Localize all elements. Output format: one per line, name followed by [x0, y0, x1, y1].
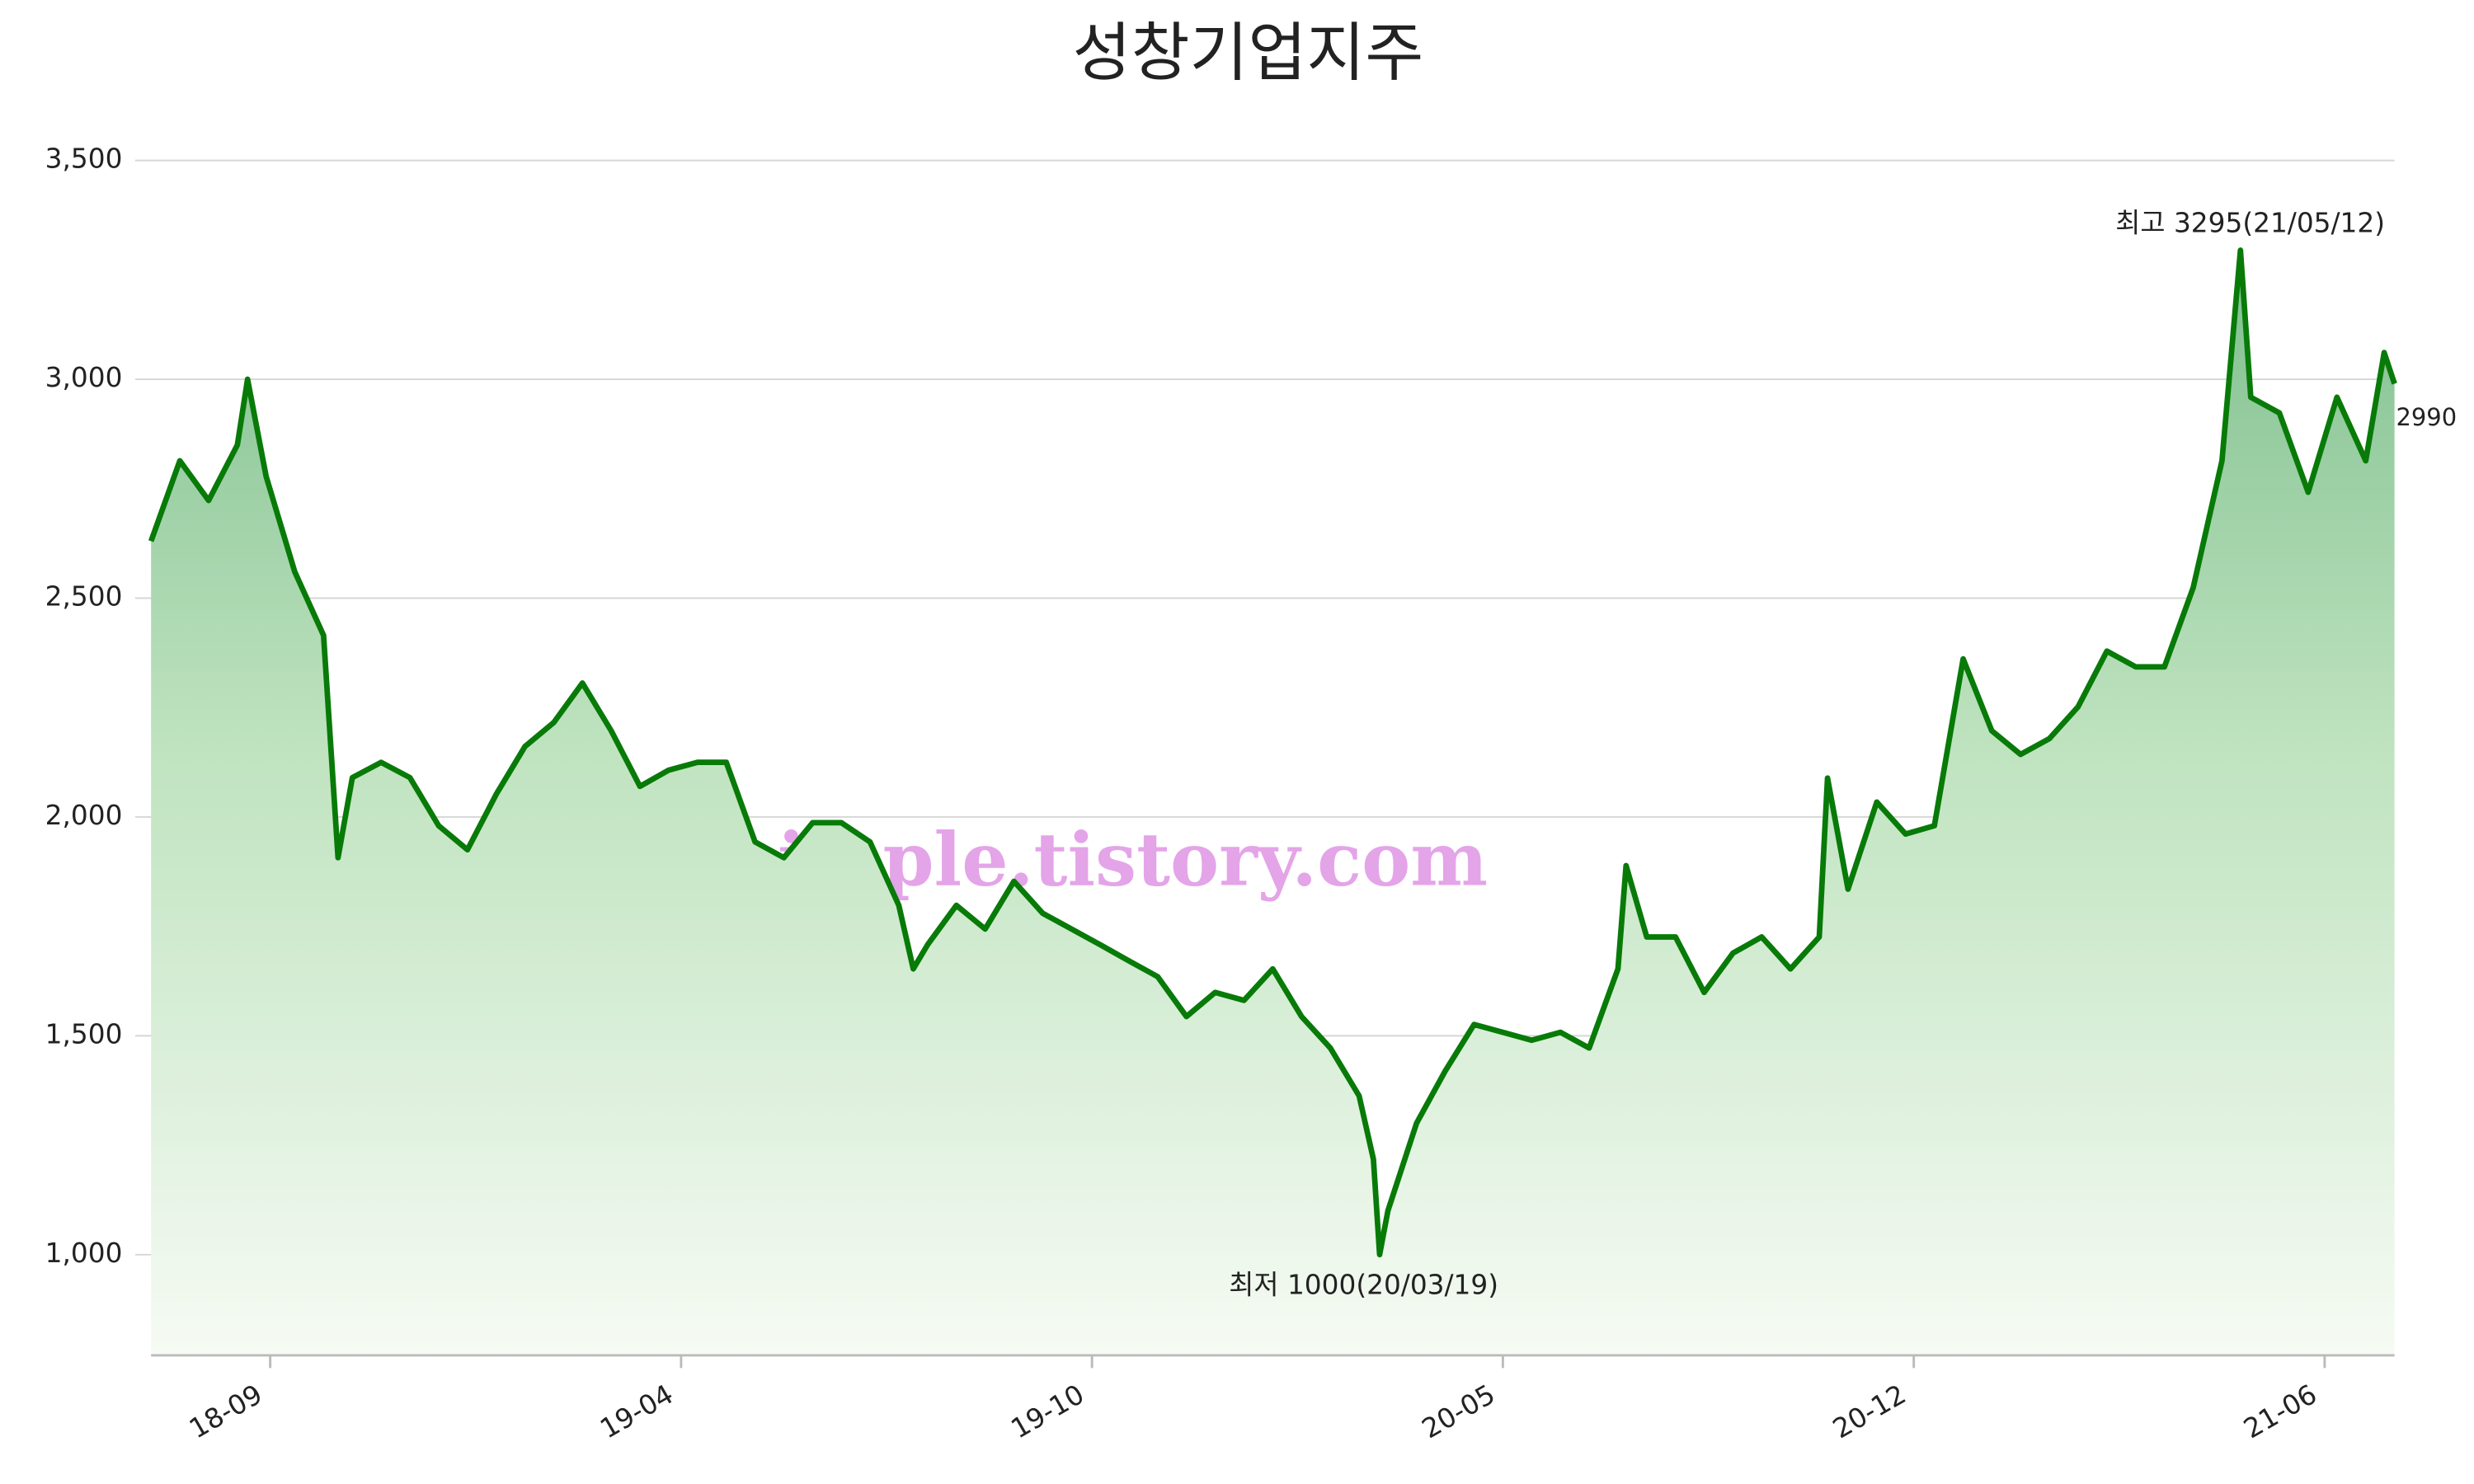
annotation: 최저 1000(20/03/19): [1229, 1269, 1498, 1300]
annotation: 최고 3295(21/05/12): [2115, 208, 2385, 239]
x-tick-label: 20-12: [1827, 1378, 1911, 1444]
y-tick-label: 3,500: [45, 143, 123, 175]
y-tick-label: 1,000: [45, 1237, 123, 1269]
x-tick-label: 20-05: [1417, 1378, 1500, 1444]
y-tick-label: 2,000: [45, 800, 123, 831]
annotation: 2990: [2396, 403, 2458, 431]
x-tick-label: 21-06: [2238, 1378, 2321, 1444]
chart-title: 성창기업지주: [1073, 16, 1424, 90]
y-tick-label: 1,500: [45, 1018, 123, 1050]
x-tick-label: 18-09: [184, 1378, 267, 1444]
x-tick-label: 19-04: [595, 1378, 678, 1444]
x-tick-label: 19-10: [1006, 1378, 1089, 1444]
line: [148, 247, 2397, 1258]
y-tick-label: 2,500: [45, 581, 123, 613]
area: [151, 250, 2395, 1355]
y-tick-label: 3,000: [45, 362, 123, 393]
